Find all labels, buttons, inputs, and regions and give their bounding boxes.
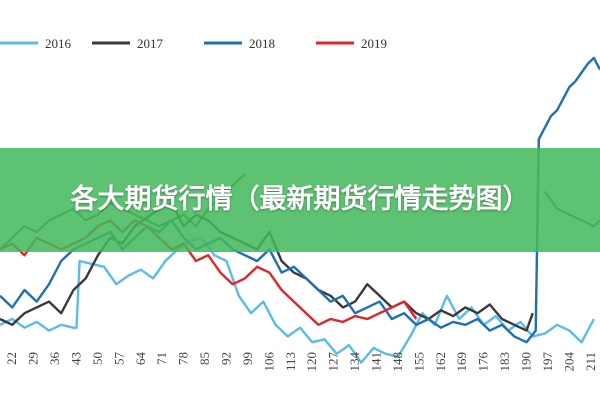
- legend-label-2018: 2018: [249, 36, 275, 51]
- x-axis-ticks: 22 29 36 43 50 57 64 71 78 85 92 99 106 113 120 127 134 1…: [4, 352, 598, 372]
- legend-label-2017: 2017: [137, 36, 164, 51]
- x-tick-label: 113: [283, 352, 298, 371]
- legend: 2016 2017 2018 2019: [0, 36, 387, 51]
- x-tick-label: 141: [369, 352, 384, 372]
- x-tick-label: 92: [219, 352, 234, 365]
- x-tick-label: 71: [154, 352, 169, 365]
- x-tick-label: 120: [304, 352, 319, 372]
- x-tick-label: 106: [261, 352, 276, 372]
- x-tick-label: 169: [454, 352, 469, 372]
- x-tick-label: 85: [197, 352, 212, 365]
- x-tick-label: 29: [26, 352, 41, 365]
- x-tick-label: 99: [240, 352, 255, 365]
- series-line-2016: [0, 236, 595, 364]
- x-tick-label: 162: [433, 352, 448, 372]
- legend-label-2019: 2019: [361, 36, 387, 51]
- x-tick-label: 211: [583, 352, 598, 371]
- x-tick-label: 43: [69, 352, 84, 365]
- banner-title: 各大期货行情（最新期货行情走势图）: [70, 184, 530, 215]
- x-tick-label: 36: [47, 352, 62, 366]
- x-tick-label: 176: [476, 352, 491, 372]
- x-tick-label: 22: [4, 352, 19, 365]
- x-tick-label: 204: [561, 352, 576, 372]
- x-tick-label: 127: [326, 352, 341, 372]
- x-tick-label: 78: [176, 352, 191, 365]
- x-tick-label: 57: [111, 352, 126, 366]
- x-tick-label: 190: [519, 352, 534, 372]
- x-tick-label: 155: [411, 352, 426, 372]
- x-tick-label: 148: [390, 352, 405, 372]
- legend-label-2016: 2016: [45, 36, 72, 51]
- title-banner: 各大期货行情（最新期货行情走势图）: [0, 148, 600, 252]
- x-tick-label: 183: [497, 352, 512, 372]
- x-tick-label: 64: [133, 352, 148, 366]
- x-tick-label: 197: [540, 352, 555, 372]
- x-tick-label: 134: [347, 352, 362, 372]
- x-tick-label: 50: [90, 352, 105, 365]
